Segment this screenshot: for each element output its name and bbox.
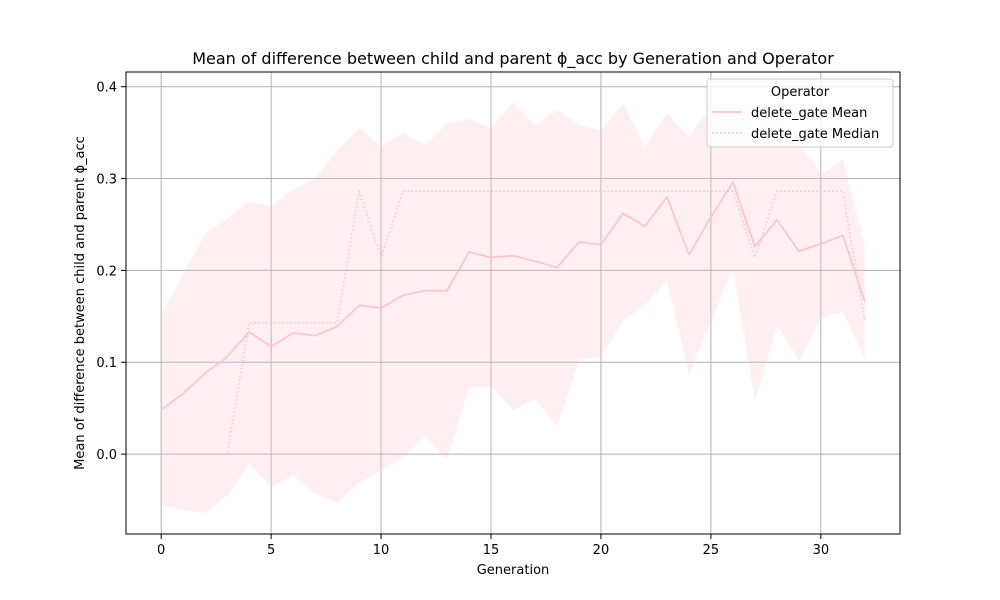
legend-entry-mean: delete_gate Mean — [751, 106, 867, 121]
y-tick-label: 0.3 — [96, 173, 117, 188]
x-tick-label: 0 — [157, 543, 165, 558]
y-axis-label: Mean of difference between child and par… — [73, 136, 88, 470]
y-tick-label: 0.2 — [96, 264, 117, 279]
y-tick-label: 0.0 — [96, 448, 117, 463]
y-tick-label: 0.4 — [96, 81, 117, 96]
y-tick-label: 0.1 — [96, 356, 117, 371]
x-axis-label: Generation — [477, 563, 550, 578]
x-tick-label: 20 — [593, 543, 610, 558]
x-tick-label: 25 — [703, 543, 720, 558]
x-tick-label: 10 — [373, 543, 390, 558]
x-tick-label: 15 — [483, 543, 500, 558]
legend-title: Operator — [771, 85, 830, 100]
x-tick-label: 5 — [267, 543, 275, 558]
chart-title: Mean of difference between child and par… — [192, 49, 834, 69]
legend: Operator delete_gate Mean delete_gate Me… — [707, 79, 893, 147]
legend-entry-median: delete_gate Median — [751, 127, 879, 142]
x-tick-label: 30 — [813, 543, 830, 558]
